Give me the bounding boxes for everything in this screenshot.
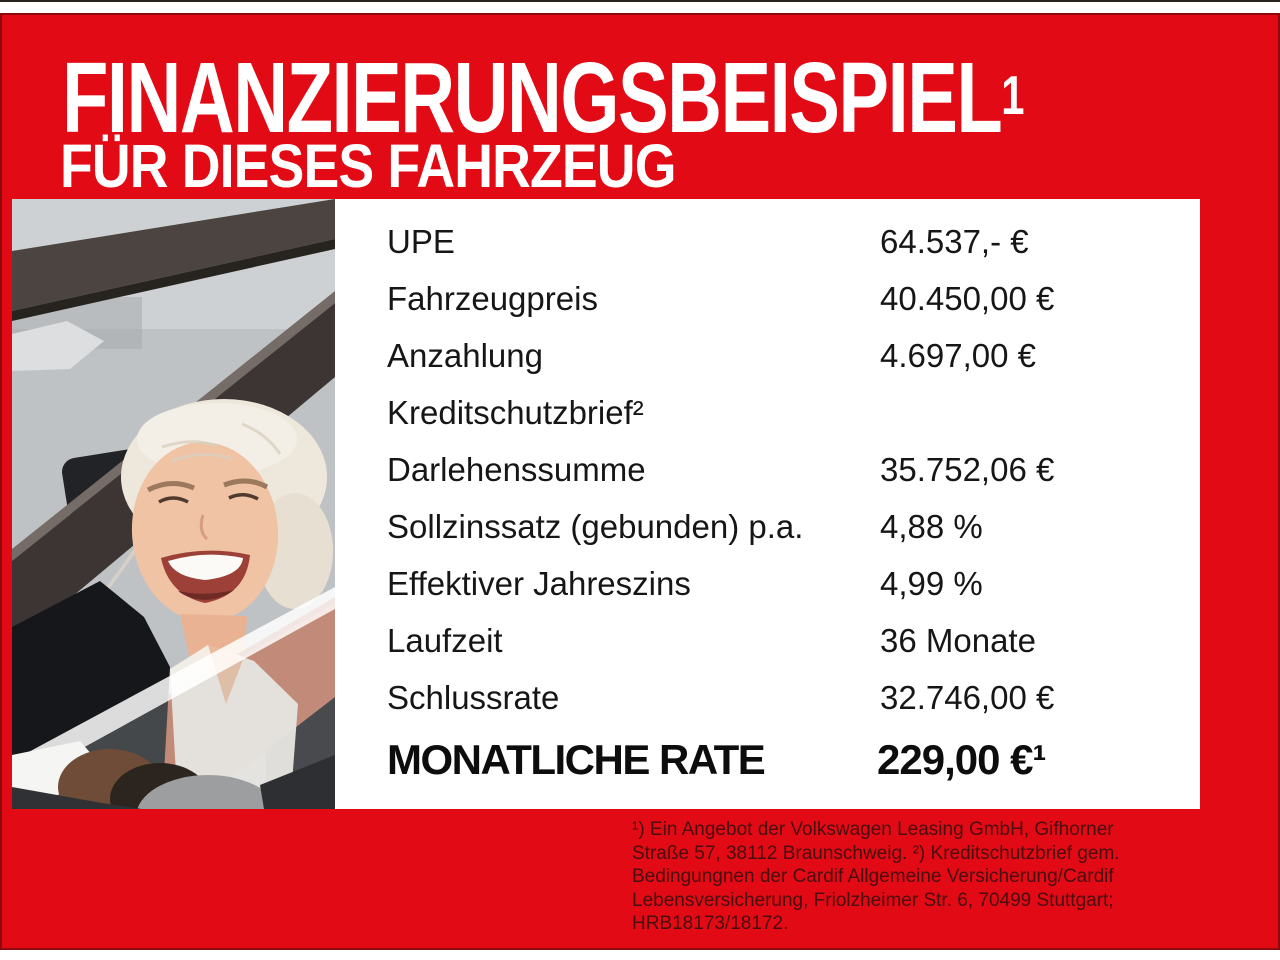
table-row: UPE 64.537,- €	[387, 213, 1187, 270]
footnote-line: HRB18173/18172.	[632, 913, 789, 934]
page-title-text: FINANZIERUNGSBEISPIEL	[62, 42, 1003, 154]
row-label: Effektiver Jahreszins	[387, 565, 691, 602]
row-label: Laufzeit	[387, 622, 503, 659]
table-row: Darlehenssumme 35.752,06 €	[387, 441, 1187, 498]
row-label: Sollzinssatz (gebunden) p.a.	[387, 508, 804, 545]
footnote-line: ¹) Ein Angebot der Volkswagen Leasing Gm…	[632, 819, 1114, 840]
page-title: FINANZIERUNGSBEISPIEL1	[62, 48, 1025, 148]
table-row: Effektiver Jahreszins 4,99 %	[387, 555, 1187, 612]
table-row: Fahrzeugpreis 40.450,00 €	[387, 270, 1187, 327]
page-title-superscript: 1	[1001, 64, 1025, 126]
table-row: Laufzeit 36 Monate	[387, 612, 1187, 669]
table-row: Kreditschutzbrief²	[387, 384, 1187, 441]
row-value: 35.752,06 €	[880, 451, 1055, 488]
footnote-line: Straße 57, 38112 Braunschweig. ²) Kredit…	[632, 842, 1120, 864]
row-label: Kreditschutzbrief²	[387, 394, 644, 431]
row-value: 40.450,00 €	[880, 280, 1055, 317]
footnote-line: Lebensversicherung, Friolzheimer Str. 6,…	[632, 889, 1114, 911]
monthly-rate-label: MONATLICHE RATE	[387, 736, 766, 783]
table-row: Sollzinssatz (gebunden) p.a. 4,88 %	[387, 498, 1187, 555]
woman-in-car-illustration	[12, 199, 335, 809]
row-label: UPE	[387, 223, 455, 260]
row-value: 36 Monate	[880, 622, 1036, 659]
monthly-rate-row: MONATLICHE RATE 229,00 €¹	[387, 733, 1187, 787]
page-subtitle: FÜR DIESES FAHRZEUG	[60, 132, 676, 200]
footnote-line: Bedingungnen der Cardif Allgemeine Versi…	[632, 866, 1114, 887]
footnote: ¹) Ein Angebot der Volkswagen Leasing Gm…	[632, 818, 1232, 936]
woman-in-car-photo	[12, 199, 335, 809]
row-value: 4,99 %	[880, 565, 983, 602]
red-poster: FINANZIERUNGSBEISPIEL1 FÜR DIESES FAHRZE…	[0, 13, 1280, 950]
monthly-rate-value: 229,00 €¹	[877, 736, 1046, 783]
row-label: Anzahlung	[387, 337, 543, 374]
table-row: Schlussrate 32.746,00 €	[387, 669, 1187, 726]
row-label: Darlehenssumme	[387, 451, 646, 488]
row-value: 32.746,00 €	[880, 679, 1055, 716]
row-value: 4.697,00 €	[880, 337, 1036, 374]
row-label: Fahrzeugpreis	[387, 280, 598, 317]
row-value: 4,88 %	[880, 508, 983, 545]
content-panel: UPE 64.537,- € Fahrzeugpreis 40.450,00 € A…	[12, 199, 1200, 809]
financing-table: UPE 64.537,- € Fahrzeugpreis 40.450,00 € A…	[387, 213, 1187, 787]
table-row: Anzahlung 4.697,00 €	[387, 327, 1187, 384]
row-value: 64.537,- €	[880, 223, 1029, 260]
top-border-line	[0, 0, 1280, 2]
row-label: Schlussrate	[387, 679, 560, 716]
